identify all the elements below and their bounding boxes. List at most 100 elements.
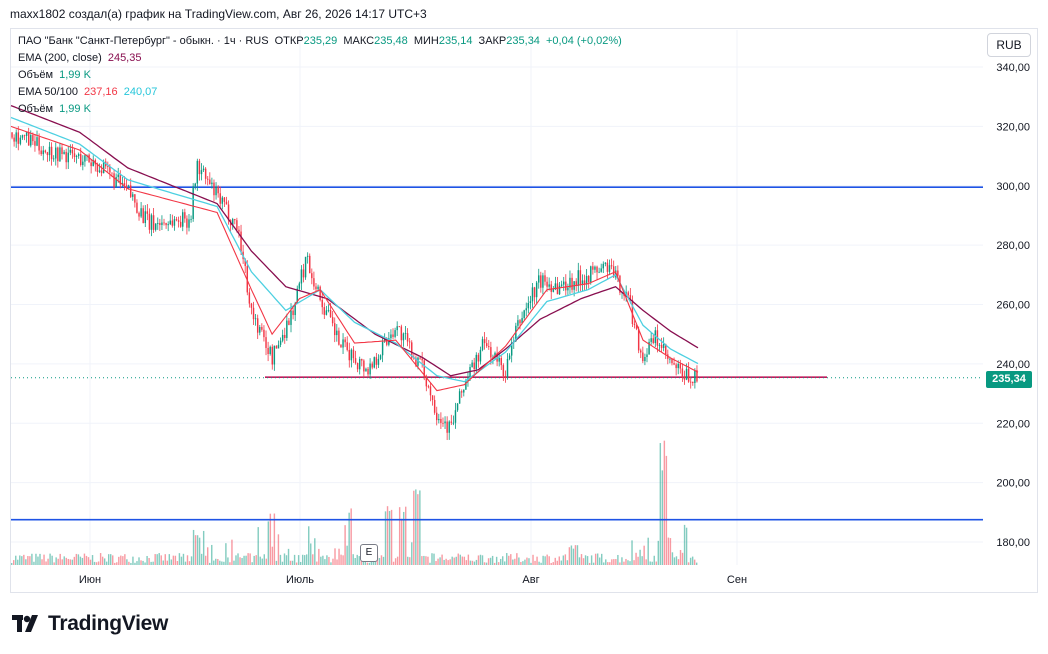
volume-bar [13, 560, 15, 565]
volume-bar [392, 561, 395, 565]
legend-volume-2[interactable]: Объём 1,99 K [18, 101, 94, 118]
candle-body [406, 333, 409, 342]
candle-body [338, 330, 340, 345]
x-tick-label: Сен [727, 574, 747, 586]
volume-bar [261, 558, 263, 565]
volume-bar [158, 553, 160, 565]
volume-bar [580, 554, 583, 565]
candle-body [311, 273, 313, 279]
candle-body [590, 266, 592, 283]
candle-body [652, 338, 654, 344]
volume-bar [275, 560, 278, 565]
volume-bar [671, 552, 674, 565]
volume-bar [245, 555, 247, 565]
volume-bar [536, 556, 538, 565]
volume-bar [122, 556, 124, 565]
volume-bar [293, 554, 296, 565]
candle-body [644, 357, 646, 362]
legend-ema100-value: 240,07 [123, 86, 158, 98]
candle-body [612, 266, 615, 278]
volume-bar [326, 555, 328, 565]
volume-bar [572, 548, 575, 565]
legend-symbol[interactable]: ПАО "Банк "Санкт-Петербург" - обыкн. · 1… [18, 35, 269, 47]
volume-bar [237, 553, 239, 565]
volume-bar [39, 553, 41, 565]
candle-body [540, 275, 542, 288]
volume-bar [324, 559, 326, 565]
legend-ema-pair[interactable]: EMA 50/100 237,16 240,07 [18, 84, 160, 101]
candle-body [608, 265, 611, 272]
x-tick-label: Июн [79, 574, 101, 586]
candle-body [75, 156, 78, 157]
volume-bar [31, 553, 33, 565]
volume-bar [81, 557, 84, 565]
candle-body [548, 284, 550, 287]
candle-body [483, 339, 486, 344]
candle-body [452, 422, 455, 424]
volume-bar [221, 561, 223, 565]
candle-body [440, 418, 442, 423]
candle-body [40, 150, 42, 155]
candle-body [352, 349, 355, 359]
candle-body [423, 360, 425, 377]
candle-body [398, 326, 400, 328]
volume-bars [11, 440, 698, 565]
volume-bar [499, 558, 502, 565]
volume-bar [138, 557, 140, 565]
volume-bar [116, 562, 118, 565]
candle-body [444, 421, 446, 424]
volume-bar [687, 562, 690, 565]
candle-body [98, 170, 101, 172]
volume-bar [603, 562, 605, 565]
volume-bar [213, 560, 215, 565]
tradingview-logo[interactable]: TradingView [12, 612, 168, 636]
candle-body [323, 307, 326, 315]
candle-body [421, 358, 423, 361]
candle-body [331, 317, 334, 324]
candle-body [598, 271, 600, 273]
volume-bar [330, 562, 332, 565]
legend-volume[interactable]: Объём 1,99 K [18, 67, 94, 84]
volume-bar [407, 556, 409, 565]
chart-caption: maxx1802 создал(а) график на TradingView… [10, 7, 427, 21]
volume-bar [174, 555, 177, 565]
volume-bar [661, 470, 664, 565]
candle-body [192, 186, 194, 219]
volume-bar [75, 553, 78, 565]
candle-body [329, 309, 332, 318]
volume-bar [522, 561, 524, 565]
volume-bar [659, 443, 662, 565]
volume-bar [679, 550, 682, 565]
candle-body [92, 160, 94, 167]
candle-body [344, 339, 346, 343]
candle-body [169, 220, 171, 225]
candle-body [231, 219, 234, 226]
volume-bar [514, 558, 516, 565]
volume-bar [281, 561, 284, 565]
candle-body [48, 146, 51, 156]
volume-bar [87, 557, 90, 565]
volume-bar [170, 559, 173, 565]
currency-button[interactable]: RUB [987, 33, 1031, 57]
volume-bar [437, 558, 439, 565]
candle-body [19, 137, 22, 144]
candle-body [313, 278, 315, 287]
candle-body [240, 231, 242, 252]
candle-body [150, 215, 153, 230]
candle-body [152, 215, 155, 230]
last-price-badge: 235,34 [986, 371, 1032, 388]
volume-bar [550, 562, 552, 565]
volume-bar [124, 554, 126, 565]
candle-body [471, 362, 473, 368]
volume-bar [657, 540, 660, 565]
volume-bar [132, 556, 134, 565]
volume-bar [65, 557, 67, 565]
candle-body [562, 281, 565, 285]
volume-bar [586, 556, 589, 565]
legend-ema200[interactable]: EMA (200, close) 245,35 [18, 50, 144, 67]
volume-bar [394, 558, 397, 565]
earnings-marker[interactable]: E [360, 544, 378, 562]
candle-body [473, 362, 475, 370]
volume-bar [112, 555, 114, 565]
